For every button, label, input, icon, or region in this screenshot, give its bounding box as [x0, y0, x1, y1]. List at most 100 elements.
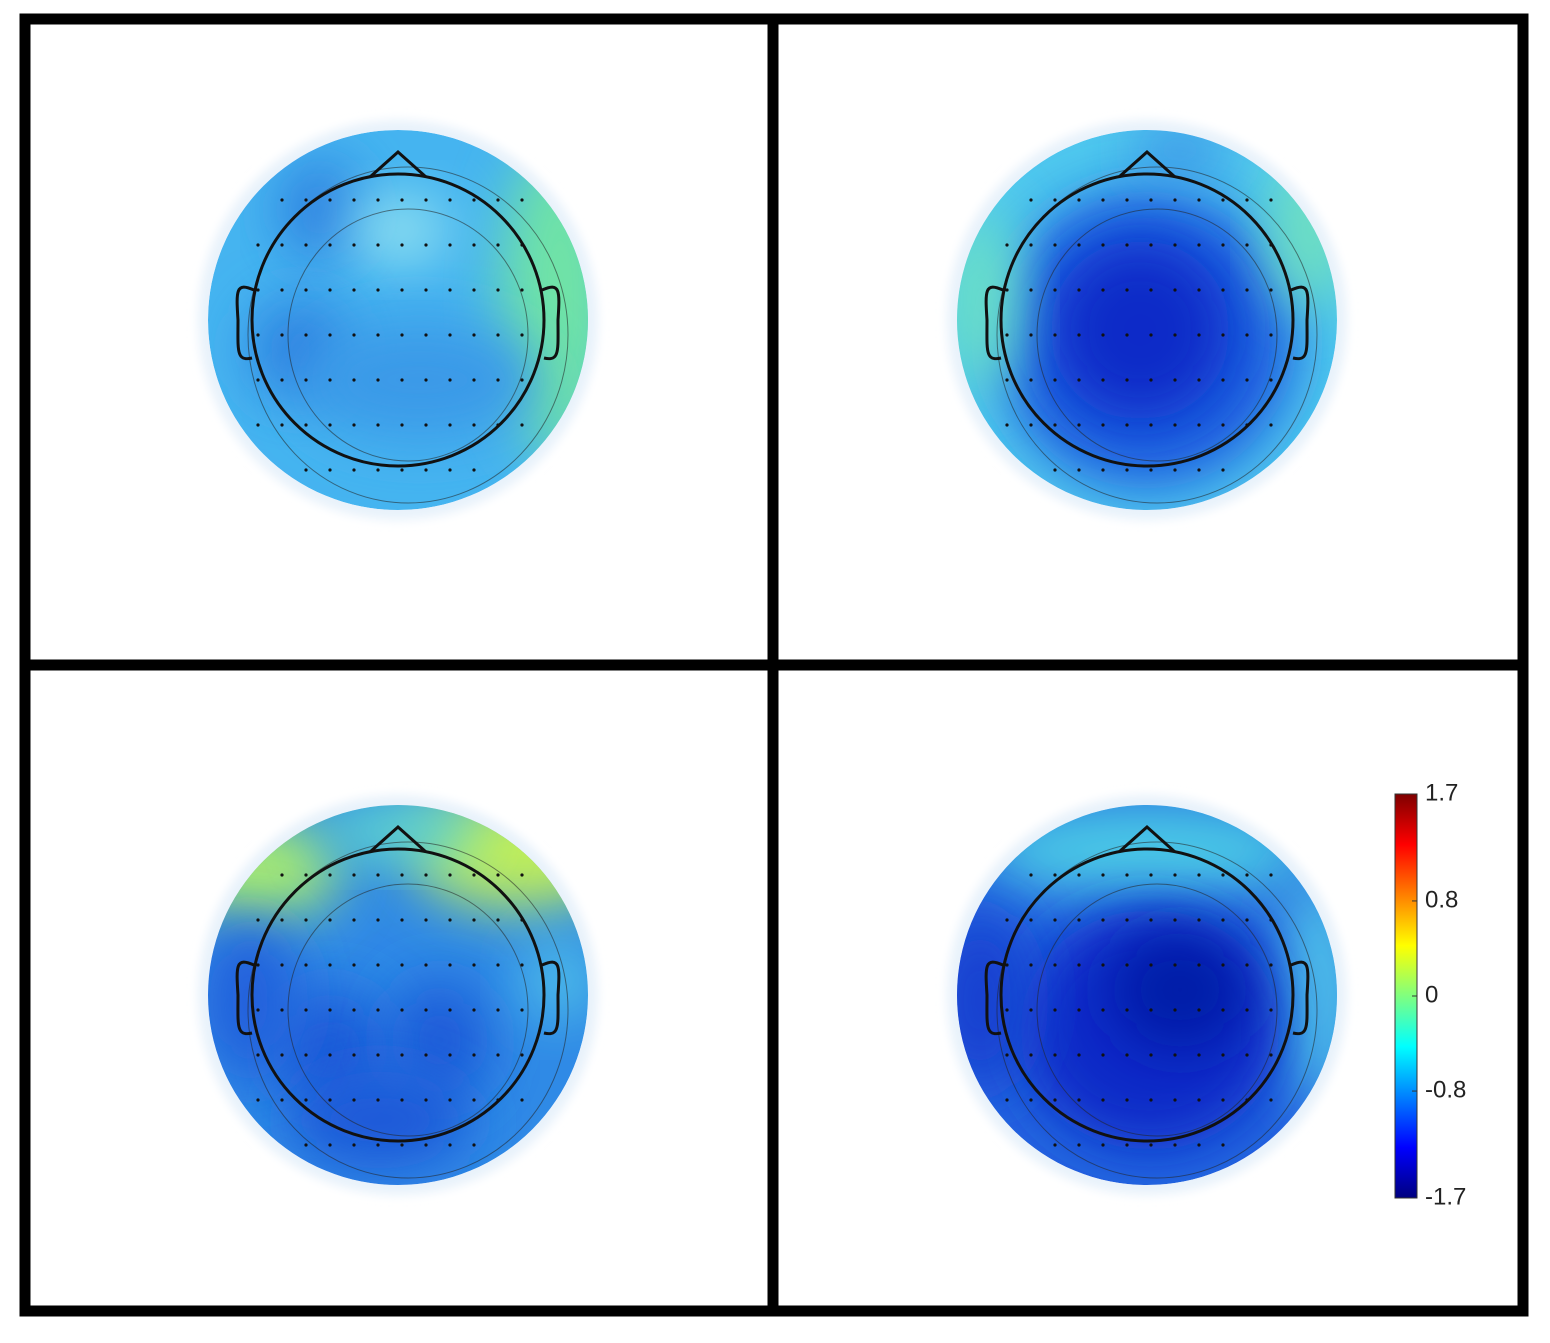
- electrode: [1173, 873, 1177, 877]
- electrode: [448, 1008, 452, 1012]
- electrode: [1101, 1098, 1105, 1102]
- electrode: [400, 873, 404, 877]
- electrode: [256, 333, 260, 337]
- electrode: [448, 423, 452, 427]
- electrode: [376, 198, 380, 202]
- electrode: [1245, 963, 1249, 967]
- electrode: [1053, 378, 1057, 382]
- electrode: [1173, 1053, 1177, 1057]
- electrode: [1101, 333, 1105, 337]
- electrode: [448, 378, 452, 382]
- electrode: [400, 1143, 404, 1147]
- electrode: [1173, 288, 1177, 292]
- electrode: [1101, 288, 1105, 292]
- electrode: [1053, 333, 1057, 337]
- electrode: [1053, 963, 1057, 967]
- electrode: [304, 288, 308, 292]
- electrode: [496, 1053, 500, 1057]
- electrode: [1005, 243, 1009, 247]
- electrode: [1149, 873, 1153, 877]
- electrode: [496, 198, 500, 202]
- electrode: [1053, 873, 1057, 877]
- electrode: [304, 1143, 308, 1147]
- electrode: [496, 1008, 500, 1012]
- electrode: [352, 1008, 356, 1012]
- electrode: [304, 1098, 308, 1102]
- electrode: [496, 333, 500, 337]
- map-region: [208, 920, 300, 1080]
- electrode: [1149, 333, 1153, 337]
- electrode: [1125, 468, 1129, 472]
- electrode: [400, 288, 404, 292]
- electrode: [280, 423, 284, 427]
- electrode: [1125, 333, 1129, 337]
- ear: [235, 285, 255, 361]
- electrode: [1005, 918, 1009, 922]
- electrode: [1149, 423, 1153, 427]
- head: [999, 172, 1295, 468]
- electrode: [304, 243, 308, 247]
- electrode: [328, 1143, 332, 1147]
- ear: [1290, 285, 1310, 361]
- colorbar-tick-label: 0: [1425, 981, 1438, 1008]
- topo-map: [957, 130, 1337, 510]
- electrode: [1077, 378, 1081, 382]
- electrode: [1173, 918, 1177, 922]
- electrode: [520, 963, 524, 967]
- electrode: [1101, 468, 1105, 472]
- electrode: [1245, 378, 1249, 382]
- electrode: [304, 918, 308, 922]
- electrode: [1221, 963, 1225, 967]
- electrode: [1077, 963, 1081, 967]
- ear: [984, 285, 1004, 361]
- electrode: [1197, 468, 1201, 472]
- electrode: [1077, 1008, 1081, 1012]
- map-region: [290, 1070, 470, 1170]
- electrode: [376, 1098, 380, 1102]
- electrode: [280, 198, 284, 202]
- electrode: [1101, 963, 1105, 967]
- electrode: [448, 333, 452, 337]
- electrode: [1221, 1143, 1225, 1147]
- electrode: [1197, 963, 1201, 967]
- electrode: [1221, 423, 1225, 427]
- electrode: [352, 918, 356, 922]
- electrode: [1245, 423, 1249, 427]
- electrode: [1005, 378, 1009, 382]
- electrode: [1125, 963, 1129, 967]
- electrode: [256, 243, 260, 247]
- electrode: [352, 198, 356, 202]
- electrode: [1077, 288, 1081, 292]
- electrode: [1101, 873, 1105, 877]
- electrode: [376, 1053, 380, 1057]
- electrode: [1029, 963, 1033, 967]
- electrode: [400, 1053, 404, 1057]
- electrode: [424, 873, 428, 877]
- electrode: [328, 1053, 332, 1057]
- electrode: [1029, 873, 1033, 877]
- electrode: [280, 1053, 284, 1057]
- electrode: [1029, 1098, 1033, 1102]
- electrode: [448, 1098, 452, 1102]
- electrode: [1125, 918, 1129, 922]
- electrode: [1173, 333, 1177, 337]
- electrode: [1077, 333, 1081, 337]
- electrode: [1269, 378, 1273, 382]
- electrode: [1149, 1053, 1153, 1057]
- electrode: [1221, 918, 1225, 922]
- electrode: [520, 333, 524, 337]
- electrode: [472, 873, 476, 877]
- electrode: [1221, 198, 1225, 202]
- contour: [996, 841, 1318, 1179]
- electrode: [1269, 243, 1273, 247]
- electrode: [1173, 243, 1177, 247]
- electrode: [1029, 378, 1033, 382]
- electrode: [400, 378, 404, 382]
- electrode: [1221, 468, 1225, 472]
- electrode: [256, 1053, 260, 1057]
- colorbar-tick-label: 1.7: [1425, 779, 1458, 806]
- electrode: [1173, 468, 1177, 472]
- electrode: [1221, 288, 1225, 292]
- electrode: [448, 963, 452, 967]
